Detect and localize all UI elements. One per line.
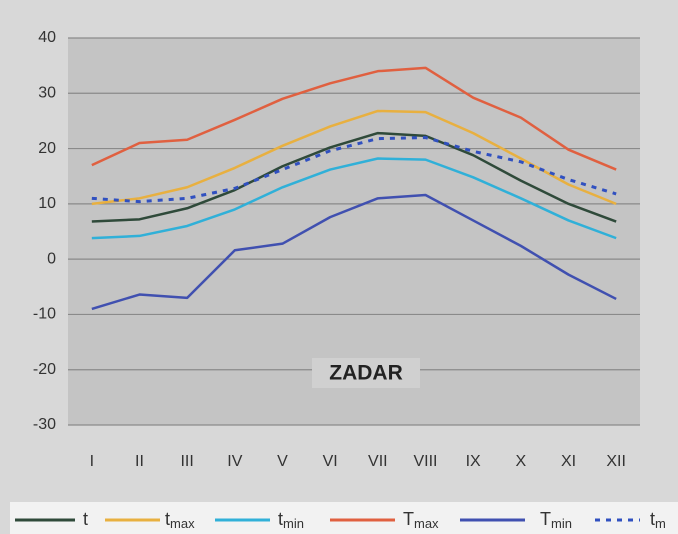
series-line xyxy=(91,109,617,206)
x-tick-label: IX xyxy=(466,453,481,470)
legend-label: Tmax xyxy=(403,509,439,532)
series-line xyxy=(91,193,617,311)
legend-label-sub: min xyxy=(551,516,572,531)
y-tick-label: -10 xyxy=(33,306,56,323)
x-tick-label: VIII xyxy=(413,453,437,470)
x-tick-label: III xyxy=(180,453,193,470)
legend-label-sub: min xyxy=(283,516,304,531)
series-line xyxy=(91,131,617,223)
legend-label-main: T xyxy=(403,509,414,529)
legend-label: t xyxy=(83,509,88,529)
x-tick-label: VII xyxy=(368,453,388,470)
series-line xyxy=(91,157,617,240)
y-tick-label: 30 xyxy=(38,85,56,102)
x-tick-label: V xyxy=(277,453,288,470)
y-tick-label: 10 xyxy=(38,195,56,212)
x-tick-label: I xyxy=(90,453,94,470)
legend-label-main: t xyxy=(650,509,655,529)
x-tick-label: VI xyxy=(323,453,338,470)
legend-label: tmin xyxy=(278,509,304,532)
annotation: ZADAR xyxy=(329,362,403,385)
y-tick-label: -20 xyxy=(33,361,56,378)
y-tick-label: 0 xyxy=(47,250,56,267)
legend-label-main: t xyxy=(165,509,170,529)
x-tick-label: X xyxy=(515,453,526,470)
legend-label-sub: m xyxy=(655,516,666,531)
x-tick-label: XI xyxy=(561,453,576,470)
y-tick-label: 20 xyxy=(38,140,56,157)
legend-label: tm xyxy=(650,509,666,532)
legend-label-sub: max xyxy=(170,516,195,531)
y-tick-label: 40 xyxy=(38,29,56,46)
legend-label-sub: max xyxy=(414,516,439,531)
legend-label: Tmin xyxy=(540,509,572,532)
annotation-box xyxy=(312,358,420,388)
x-tick-label: XII xyxy=(606,453,626,470)
series-line xyxy=(91,66,617,171)
legend-label-main: T xyxy=(540,509,551,529)
x-tick-label: II xyxy=(135,453,144,470)
legend-label-main: t xyxy=(278,509,283,529)
y-tick-label: -30 xyxy=(33,416,56,433)
legend-box xyxy=(10,502,678,534)
x-tick-label: IV xyxy=(227,453,242,470)
legend-label: tmax xyxy=(165,509,195,532)
